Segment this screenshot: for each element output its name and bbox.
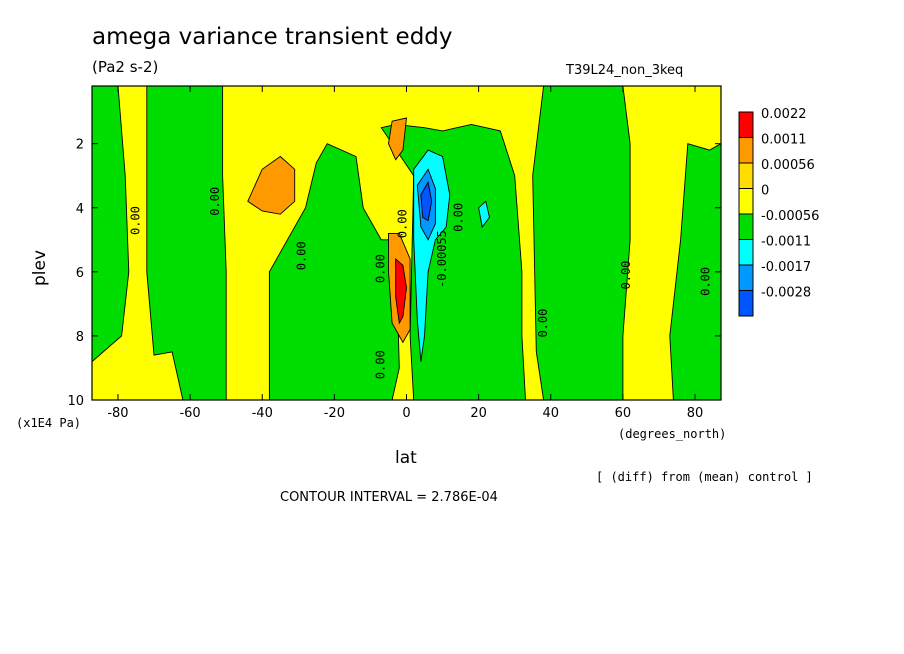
legend-label-2: 0.00056 bbox=[761, 158, 815, 173]
legend-swatch-6 bbox=[738, 264, 754, 291]
contour-label-8: 0.00 bbox=[536, 309, 550, 338]
contour-label-4: 0.00 bbox=[374, 350, 388, 379]
contour-label-6: -0.00055 bbox=[435, 230, 449, 288]
legend-swatch-0 bbox=[738, 111, 754, 138]
x-tick-label-3: -20 bbox=[324, 406, 345, 421]
chart-title: amega variance transient eddy bbox=[92, 24, 453, 50]
legend-label-7: -0.0028 bbox=[761, 286, 811, 301]
legend-label-1: 0.0011 bbox=[761, 133, 807, 148]
x-tick-label-6: 40 bbox=[542, 406, 559, 421]
contour-region-2 bbox=[268, 143, 400, 400]
contour-region-9 bbox=[395, 257, 407, 325]
legend-label-4: -0.00056 bbox=[761, 209, 819, 224]
color-legend: 0.0022 0.0011 0.00056 0 -0.00056 -0.0011 -0.00… bbox=[738, 107, 819, 317]
x-tick-label-5: 20 bbox=[470, 406, 487, 421]
chart-units: (Pa2 s-2) bbox=[92, 58, 159, 76]
contour-region-13 bbox=[420, 180, 433, 222]
x-tick-label-1: -60 bbox=[179, 406, 200, 421]
y-axis: 2 4 6 8 10 bbox=[67, 138, 721, 409]
x-axis-label: lat bbox=[395, 448, 417, 468]
x-axis: -80 -60 -40 -20 0 20 40 60 80 bbox=[107, 86, 703, 421]
contour-label-5: 0.00 bbox=[395, 209, 409, 238]
x-tick-label-8: 80 bbox=[687, 406, 704, 421]
x-axis-units: (degrees_north) bbox=[618, 427, 727, 441]
difference-note: [ (diff) from (mean) control ] bbox=[596, 470, 813, 484]
legend-label-5: -0.0011 bbox=[761, 235, 811, 250]
y-tick-label-2: 6 bbox=[76, 266, 84, 281]
contour-labels: 0.000.000.00 0.000.000.00-0.000550.000.00… bbox=[129, 187, 713, 379]
legend-swatch-5 bbox=[738, 239, 754, 266]
filled-contour-regions bbox=[92, 86, 721, 400]
contour-label-3: 0.00 bbox=[374, 254, 388, 283]
contour-region-6 bbox=[247, 155, 296, 215]
contour-interval-label: CONTOUR INTERVAL = 2.786E-04 bbox=[280, 490, 498, 505]
legend-label-6: -0.0017 bbox=[761, 260, 811, 275]
run-id-label: T39L24_non_3keq bbox=[566, 63, 684, 78]
y-axis-units: (x1E4 Pa) bbox=[16, 416, 82, 430]
contour-label-7: 0.00 bbox=[451, 203, 465, 232]
x-tick-label-0: -80 bbox=[107, 406, 128, 421]
legend-label-3: 0 bbox=[761, 184, 769, 199]
y-tick-label-1: 4 bbox=[76, 202, 84, 217]
contour-region-7 bbox=[388, 117, 408, 161]
legend-label-0: 0.0022 bbox=[761, 107, 807, 122]
y-tick-label-4: 10 bbox=[67, 394, 84, 409]
y-tick-label-3: 8 bbox=[76, 330, 84, 345]
x-tick-label-2: -40 bbox=[252, 406, 273, 421]
y-tick-label-0: 2 bbox=[76, 138, 84, 153]
x-tick-label-7: 60 bbox=[615, 406, 632, 421]
contour-label-1: 0.00 bbox=[208, 187, 222, 216]
contour-region-0 bbox=[92, 86, 130, 363]
contour-region-11 bbox=[478, 200, 490, 229]
legend-swatch-3 bbox=[738, 188, 754, 215]
contour-region-4 bbox=[532, 86, 631, 400]
contour-region-1 bbox=[146, 86, 227, 400]
contour-label-0: 0.00 bbox=[129, 206, 143, 235]
contour-label-2: 0.00 bbox=[294, 241, 308, 270]
contour-label-9: 0.00 bbox=[619, 261, 633, 290]
x-tick-label-4: 0 bbox=[402, 406, 410, 421]
contour-region-5 bbox=[669, 143, 721, 400]
legend-swatch-7 bbox=[738, 290, 754, 317]
legend-swatch-4 bbox=[738, 213, 754, 240]
contour-label-10: 0.00 bbox=[698, 267, 712, 296]
legend-swatch-1 bbox=[738, 137, 754, 164]
legend-swatch-2 bbox=[738, 162, 754, 189]
